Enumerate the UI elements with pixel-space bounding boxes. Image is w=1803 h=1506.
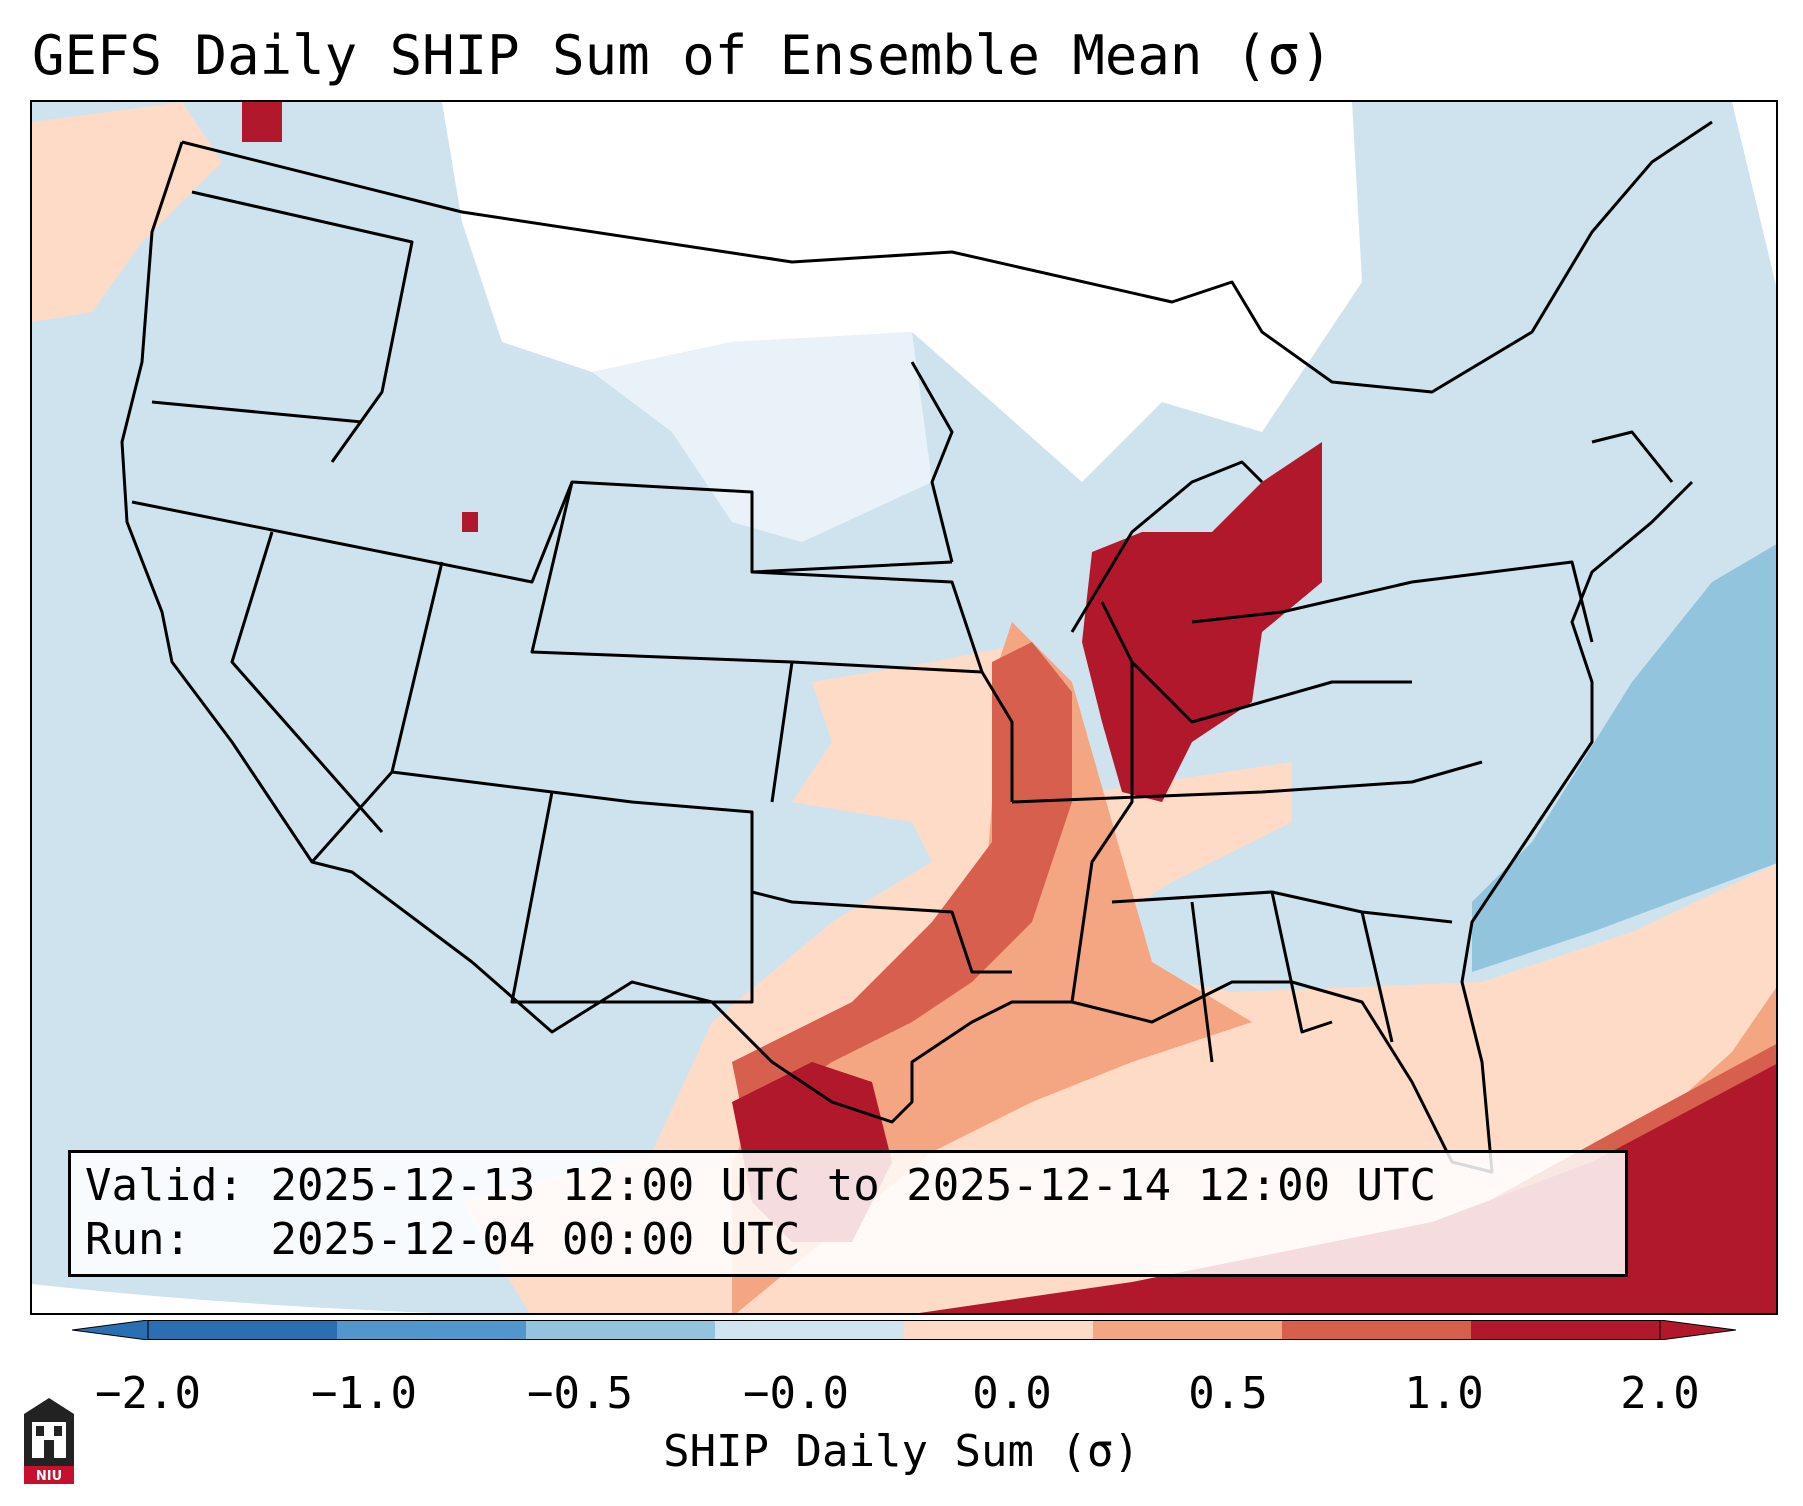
colorbar-extend-low	[72, 1320, 149, 1340]
colorbar-border	[147, 1320, 1661, 1340]
colorbar-segment	[1093, 1320, 1283, 1340]
negative-anomaly-region	[1472, 544, 1776, 972]
colorbar-tick-label: −0.5	[527, 1368, 633, 1419]
valid-row: Valid: 2025-12-13 12:00 UTC to 2025-12-1…	[85, 1159, 1611, 1213]
colorbar-segment	[715, 1320, 905, 1340]
colorbar-segment	[148, 1320, 338, 1340]
colorbar-tick-label: 1.0	[1404, 1368, 1484, 1419]
valid-label: Valid:	[85, 1160, 244, 1211]
near-zero-region	[592, 332, 932, 542]
domain-edge	[1732, 102, 1776, 286]
colorbar-tick-label: 0.0	[972, 1368, 1052, 1419]
positive-anomaly-cell	[242, 102, 282, 142]
colorbar-tick-label: 0.5	[1188, 1368, 1268, 1419]
valid-run-info-box: Valid: 2025-12-13 12:00 UTC to 2025-12-1…	[68, 1150, 1628, 1277]
colorbar-segment	[1282, 1320, 1472, 1340]
positive-anomaly-region	[732, 642, 1072, 1162]
colorbar-segment	[1471, 1320, 1661, 1340]
colorbar-segment	[526, 1320, 716, 1340]
run-row: Run: 2025-12-04 00:00 UTC	[85, 1213, 1611, 1267]
map-panel	[30, 100, 1778, 1315]
near-zero-region	[442, 102, 1362, 482]
niu-logo: NIU	[24, 1398, 74, 1484]
colorbar-tick-label: −0.0	[743, 1368, 849, 1419]
colorbar-tick-label: 2.0	[1620, 1368, 1700, 1419]
political-boundaries	[120, 120, 1713, 1174]
colorbar	[72, 1320, 1736, 1340]
map-canvas	[32, 102, 1776, 1313]
colorbar-tick-label: −2.0	[95, 1368, 201, 1419]
run-value: 2025-12-04 00:00 UTC	[270, 1214, 801, 1265]
positive-anomaly-region	[32, 102, 222, 322]
colorbar-label: SHIP Daily Sum (σ)	[663, 1426, 1140, 1477]
valid-value: 2025-12-13 12:00 UTC to 2025-12-14 12:00…	[270, 1160, 1437, 1211]
logo-text: NIU	[36, 1469, 62, 1484]
colorbar-extend-high	[1659, 1320, 1736, 1340]
colorbar-segment	[904, 1320, 1094, 1340]
colorbar-segment	[337, 1320, 527, 1340]
map-title: GEFS Daily SHIP Sum of Ensemble Mean (σ)	[32, 24, 1333, 87]
colorbar-tick-label: −1.0	[311, 1368, 417, 1419]
positive-anomaly-cell	[462, 512, 478, 532]
run-label: Run:	[85, 1214, 191, 1265]
